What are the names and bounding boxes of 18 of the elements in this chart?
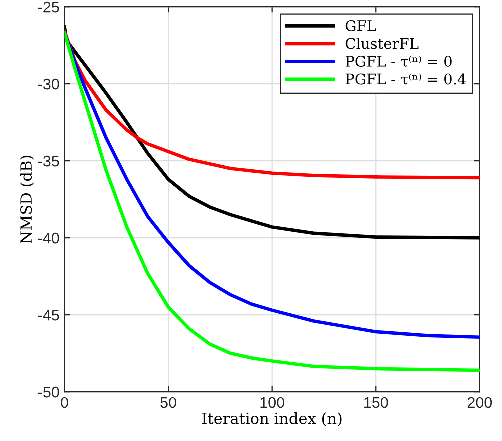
legend-label: PGFL - τ⁽ⁿ⁾ = 0.4 — [346, 74, 466, 85]
y-tick-label: -30 — [38, 78, 60, 90]
x-tick-label: 0 — [61, 397, 68, 408]
legend-label: ClusterFL — [346, 38, 419, 50]
x-tick-label: 200 — [468, 397, 492, 408]
y-tick-label: -50 — [38, 386, 60, 398]
x-tick-label: 50 — [160, 397, 176, 408]
y-tick-label: -35 — [38, 156, 60, 167]
legend-label: GFL — [346, 20, 376, 32]
line-series — [64, 30, 480, 180]
y-tick-label: -40 — [38, 232, 60, 244]
x-tick-label: 150 — [364, 397, 388, 408]
y-axis-title: NMSD (dB) — [20, 156, 34, 244]
legend-label: PGFL - τ⁽ⁿ⁾ = 0 — [346, 56, 452, 67]
x-tick-label: 100 — [260, 397, 284, 408]
y-tick-label: -25 — [38, 2, 60, 13]
x-axis-title: Iteration index (n) — [202, 412, 342, 427]
y-tick-label: -45 — [38, 310, 60, 321]
